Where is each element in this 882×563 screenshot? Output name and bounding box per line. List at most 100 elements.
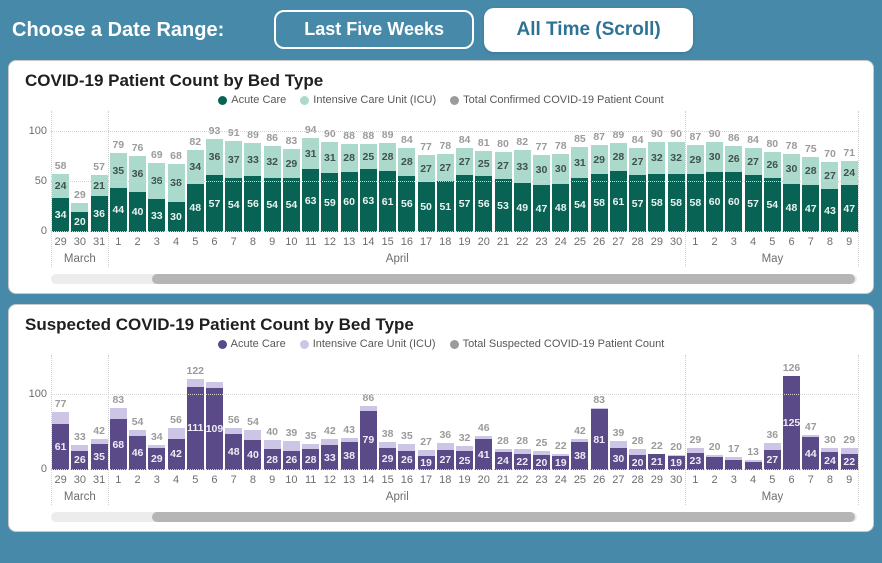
bar-segment-icu[interactable]: [609, 440, 627, 448]
bar-segment-icu[interactable]: 26: [763, 152, 781, 178]
legend-item[interactable]: Total Suspected COVID-19 Patient Count: [449, 338, 664, 350]
bar-segment-acute[interactable]: 19: [417, 455, 435, 470]
bar-segment-icu[interactable]: [52, 412, 70, 425]
bar-segment-icu[interactable]: [129, 429, 147, 436]
bar-segment-icu[interactable]: 21: [90, 175, 108, 196]
bar-group[interactable]: 83 81: [590, 394, 608, 470]
bar-segment-icu[interactable]: 36: [129, 156, 147, 192]
bar-segment-icu[interactable]: [783, 375, 801, 377]
bar-segment-acute[interactable]: 51: [436, 181, 454, 232]
bar-group[interactable]: 89 33 56: [244, 129, 262, 232]
bar-segment-icu[interactable]: [494, 449, 512, 452]
bar-group[interactable]: 35 28: [302, 430, 320, 470]
bar-segment-acute[interactable]: 58: [667, 174, 685, 232]
bar-group[interactable]: 42 33: [321, 425, 339, 470]
bar-group[interactable]: 22 21: [648, 440, 666, 470]
bar-group[interactable]: 54 46: [129, 416, 147, 470]
bar-segment-icu[interactable]: 27: [436, 154, 454, 181]
bar-segment-icu[interactable]: 27: [417, 155, 435, 182]
bar-group[interactable]: 83 29 54: [282, 135, 300, 232]
legend-item[interactable]: Acute Care: [218, 94, 286, 106]
bar-group[interactable]: 40 28: [263, 426, 281, 470]
bar-segment-icu[interactable]: 29: [282, 149, 300, 178]
bar-group[interactable]: 80 26 54: [763, 138, 781, 232]
bar-group[interactable]: 83 68: [109, 394, 127, 470]
bar-segment-acute[interactable]: 56: [244, 176, 262, 232]
bar-segment-acute[interactable]: 27: [763, 449, 781, 470]
bar-group[interactable]: 47 44: [802, 421, 820, 470]
all-time-scroll-button[interactable]: All Time (Scroll): [484, 8, 693, 52]
bar-group[interactable]: 90 32 58: [667, 128, 685, 232]
last-five-weeks-button[interactable]: Last Five Weeks: [274, 10, 475, 49]
bar-segment-icu[interactable]: [821, 447, 839, 452]
bar-group[interactable]: 86 79: [359, 392, 377, 470]
scrollbar-thumb[interactable]: [151, 274, 855, 284]
bar-segment-icu[interactable]: 29: [590, 145, 608, 174]
bar-segment-icu[interactable]: [629, 449, 647, 455]
bar-segment-acute[interactable]: 54: [225, 178, 243, 232]
bar-segment-icu[interactable]: 30: [706, 142, 724, 172]
bar-segment-acute[interactable]: 27: [436, 449, 454, 470]
bar-segment-icu[interactable]: [648, 453, 666, 455]
bar-segment-icu[interactable]: [205, 381, 223, 389]
bar-segment-acute[interactable]: 29: [379, 448, 397, 470]
bar-group[interactable]: 90 30 60: [706, 128, 724, 232]
bar-segment-acute[interactable]: 61: [52, 424, 70, 470]
bar-group[interactable]: 33 26: [71, 431, 89, 470]
bar-group[interactable]: 56 42: [167, 414, 185, 470]
bar-segment-acute[interactable]: 20: [532, 455, 550, 470]
bar-segment-acute[interactable]: 60: [706, 172, 724, 232]
bar-group[interactable]: 80 27 53: [494, 138, 512, 232]
bar-group[interactable]: 42 38: [571, 425, 589, 470]
bar-group[interactable]: 90 31 59: [321, 128, 339, 232]
bar-segment-icu[interactable]: 25: [359, 144, 377, 169]
bar-group[interactable]: 39 26: [282, 427, 300, 470]
bar-segment-acute[interactable]: 25: [456, 451, 474, 470]
bar-segment-acute[interactable]: 19: [667, 455, 685, 470]
bar-segment-acute[interactable]: 60: [725, 172, 743, 232]
bar-segment-icu[interactable]: [109, 407, 127, 419]
bar-group[interactable]: 13: [744, 446, 762, 470]
bar-segment-acute[interactable]: 57: [205, 175, 223, 232]
bar-segment-acute[interactable]: 57: [456, 175, 474, 232]
bar-group[interactable]: 81 25 56: [475, 137, 493, 232]
bar-segment-acute[interactable]: 59: [321, 173, 339, 232]
bar-segment-acute[interactable]: 26: [71, 450, 89, 470]
bar-group[interactable]: 29 22: [840, 434, 858, 470]
bar-group[interactable]: 126 125: [783, 362, 801, 470]
bar-segment-acute[interactable]: 23: [686, 452, 704, 470]
bar-group[interactable]: 84 27 57: [456, 134, 474, 232]
bar-segment-acute[interactable]: 35: [90, 443, 108, 470]
bar-group[interactable]: 28 24: [494, 435, 512, 470]
bar-segment-acute[interactable]: 47: [532, 185, 550, 232]
bar-segment-icu[interactable]: [456, 446, 474, 452]
bar-segment-acute[interactable]: 40: [244, 440, 262, 470]
bar-group[interactable]: 20 19: [667, 441, 685, 470]
bar-segment-acute[interactable]: 60: [340, 172, 358, 232]
bar-group[interactable]: 86 32 54: [263, 132, 281, 232]
bar-segment-acute[interactable]: 40: [129, 192, 147, 232]
bar-segment-acute[interactable]: 125: [783, 376, 800, 470]
bar-group[interactable]: 87 29 58: [590, 131, 608, 232]
bar-group[interactable]: 78 27 51: [436, 140, 454, 232]
bar-segment-acute[interactable]: 58: [648, 174, 666, 232]
bar-segment-icu[interactable]: [302, 443, 320, 449]
bar-group[interactable]: 27 19: [417, 436, 435, 470]
bar-segment-icu[interactable]: [436, 443, 454, 450]
bar-segment-acute[interactable]: 54: [282, 178, 300, 232]
bar-group[interactable]: 32 25: [456, 432, 474, 470]
bar-segment-acute[interactable]: 33: [321, 445, 339, 470]
bar-segment-acute[interactable]: 30: [167, 202, 185, 232]
bar-segment-acute[interactable]: [744, 461, 762, 470]
bar-segment-icu[interactable]: 28: [609, 143, 627, 171]
bar-group[interactable]: 82 33 49: [513, 136, 531, 232]
bar-segment-icu[interactable]: 37: [225, 141, 243, 178]
bar-segment-icu[interactable]: 30: [783, 154, 801, 184]
bar-segment-icu[interactable]: 24: [840, 161, 858, 185]
bar-segment-icu[interactable]: [706, 455, 724, 458]
bar-segment-acute[interactable]: 61: [609, 171, 627, 232]
bar-segment-icu[interactable]: 32: [667, 142, 685, 174]
bar-segment-acute[interactable]: 22: [513, 453, 531, 470]
bar-segment-icu[interactable]: [71, 203, 89, 212]
bar-segment-icu[interactable]: [71, 445, 89, 451]
